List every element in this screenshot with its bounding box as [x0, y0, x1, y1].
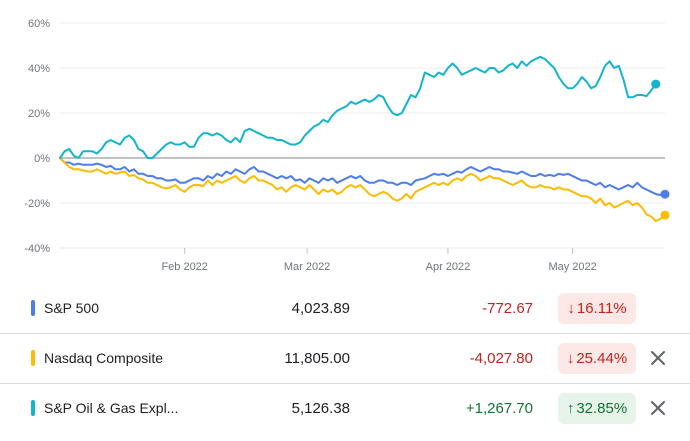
series-line-2 — [59, 55, 657, 159]
close-icon[interactable] — [648, 398, 668, 418]
arrow-down-icon: ↓ — [567, 300, 575, 317]
row-change: +1,267.70 — [465, 400, 533, 417]
series-end-marker-0 — [660, 189, 670, 199]
series-line-1 — [59, 157, 666, 222]
y-tick-label: -40% — [24, 243, 50, 255]
series-line-0 — [59, 157, 666, 197]
x-tick-label: May 2022 — [548, 261, 596, 273]
x-tick-label: Apr 2022 — [426, 261, 471, 273]
row-percent: 16.11% — [576, 300, 627, 317]
row-percent: 32.85% — [576, 400, 628, 417]
y-tick-label: 60% — [28, 18, 50, 30]
close-icon[interactable] — [648, 348, 668, 368]
table-row-nasdaq[interactable]: Nasdaq Composite 11,805.00 -4,027.80 ↓ 25… — [0, 334, 690, 384]
series-end-marker-1 — [660, 210, 670, 220]
series-color-swatch — [31, 400, 35, 416]
row-name: S&P 500 — [44, 300, 100, 316]
table-row-oil-gas[interactable]: S&P Oil & Gas Expl... 5,126.38 +1,267.70… — [0, 384, 690, 433]
row-value: 11,805.00 — [284, 350, 350, 367]
series-color-swatch — [31, 300, 35, 316]
row-percent: 25.44% — [576, 350, 628, 367]
series-end-marker-2 — [651, 79, 661, 89]
row-percent-badge: ↓ 25.44% — [558, 343, 636, 374]
row-name: S&P Oil & Gas Expl... — [44, 400, 179, 416]
comparison-chart: 60% 40% 20% 0% -20% -40% Feb 2022 Mar 2022 Apr 2… — [24, 18, 670, 273]
row-name: Nasdaq Composite — [44, 350, 164, 366]
table-row-sp500[interactable]: S&P 500 4,023.89 -772.67 ↓ 16.11% — [0, 284, 690, 334]
row-percent-badge: ↑ 32.85% — [558, 393, 636, 424]
x-tick-label: Mar 2022 — [284, 261, 330, 273]
y-tick-label: 20% — [28, 108, 50, 120]
row-value: 5,126.38 — [291, 400, 350, 417]
arrow-down-icon: ↓ — [566, 350, 575, 367]
x-tick-label: Feb 2022 — [161, 261, 207, 273]
comparison-table: S&P 500 4,023.89 -772.67 ↓ 16.11% Nasdaq … — [0, 284, 690, 433]
chart-svg: 60% 40% 20% 0% -20% -40% Feb 2022 Mar 2022 Apr 2… — [24, 18, 670, 273]
y-tick-label: -20% — [24, 198, 50, 210]
row-percent-badge: ↓ 16.11% — [558, 293, 636, 324]
row-change: -772.67 — [482, 300, 533, 317]
y-tick-label: 40% — [28, 63, 50, 75]
series-color-swatch — [31, 350, 35, 366]
row-value: 4,023.89 — [291, 300, 350, 317]
arrow-up-icon: ↑ — [566, 400, 575, 417]
y-tick-label: 0% — [34, 153, 50, 165]
row-change: -4,027.80 — [469, 350, 533, 367]
